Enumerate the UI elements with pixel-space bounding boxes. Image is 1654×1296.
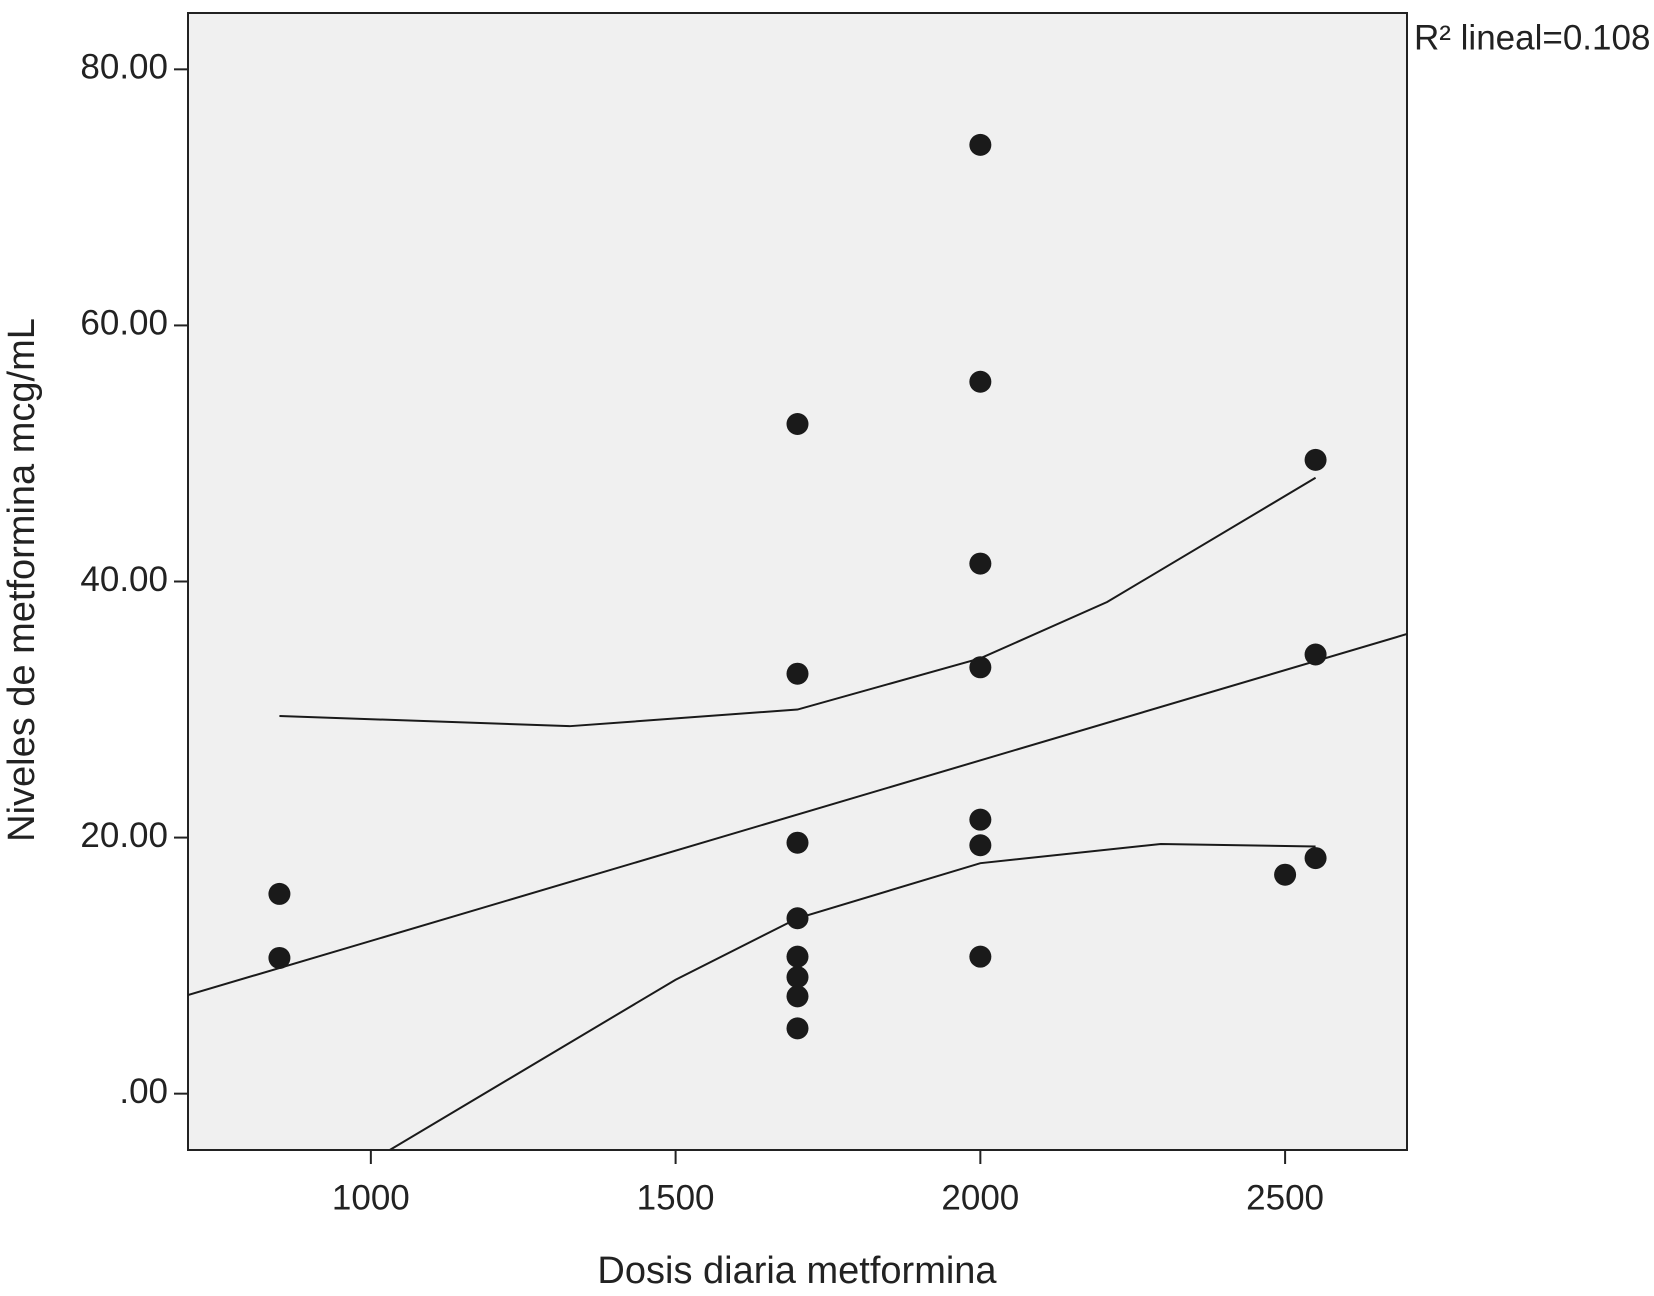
point: [786, 907, 809, 930]
y-tick-label: 60.00: [80, 304, 168, 343]
point: [1274, 863, 1297, 886]
point: [969, 370, 992, 393]
point: [786, 966, 809, 989]
fit-line: [188, 633, 1407, 997]
y-tick-label: 80.00: [80, 48, 168, 87]
point: [786, 662, 809, 685]
y-tick-label: 40.00: [80, 560, 168, 599]
x-tick-label: 1500: [637, 1178, 715, 1217]
y-axis-label: Niveles de metformina mcg/mL: [1, 318, 43, 842]
x-tick-label: 2500: [1246, 1178, 1324, 1217]
plot-content: [188, 133, 1407, 1150]
point: [786, 831, 809, 854]
point: [786, 413, 809, 436]
x-axis-label: Dosis diaria metformina: [597, 1250, 997, 1292]
annotation: R² lineal=0.108: [1414, 18, 1650, 57]
x-tick-label: 2000: [941, 1178, 1019, 1217]
point: [969, 808, 992, 831]
point: [786, 1017, 809, 1040]
point: [1304, 643, 1327, 666]
point: [786, 985, 809, 1008]
x-tick-label: 1000: [332, 1178, 410, 1217]
point: [1304, 847, 1327, 870]
point: [969, 945, 992, 968]
point: [969, 133, 992, 156]
point: [969, 656, 992, 679]
point: [969, 834, 992, 857]
ci-lower: [389, 842, 1316, 1150]
point: [1304, 448, 1327, 471]
y-tick-label: .00: [119, 1072, 168, 1111]
point: [786, 945, 809, 968]
point: [969, 552, 992, 575]
point: [268, 946, 291, 969]
point: [268, 882, 291, 905]
ci-upper: [279, 476, 1317, 728]
y-tick-label: 20.00: [80, 816, 168, 855]
